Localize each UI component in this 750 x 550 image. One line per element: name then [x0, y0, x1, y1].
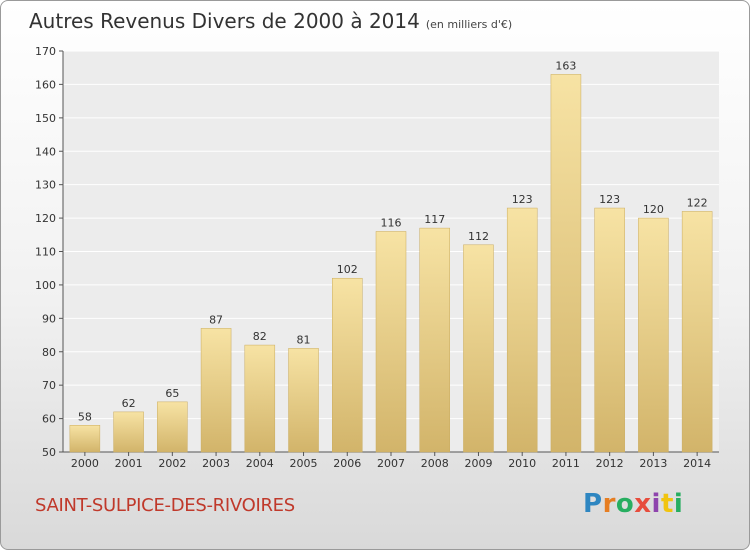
logo-letter: P — [583, 489, 603, 519]
y-tick-label: 130 — [35, 179, 56, 192]
bar-value-label: 122 — [687, 196, 708, 209]
y-tick-label: 50 — [42, 446, 56, 459]
bar — [244, 344, 276, 453]
y-tick-label: 150 — [35, 112, 56, 125]
x-tick-label: 2007 — [377, 457, 405, 470]
x-tick-label: 2004 — [246, 457, 274, 470]
bar — [375, 231, 407, 453]
x-tick-label: 2005 — [290, 457, 318, 470]
bar-value-label: 81 — [297, 333, 311, 346]
logo-letter: i — [673, 489, 684, 519]
x-tick-label: 2003 — [202, 457, 230, 470]
bar — [113, 411, 144, 453]
bar — [419, 227, 450, 453]
bar-value-label: 87 — [209, 313, 223, 326]
y-tick-label: 170 — [35, 45, 56, 58]
x-tick-label: 2011 — [552, 457, 580, 470]
bar-value-label: 112 — [468, 230, 489, 243]
y-tick-label: 100 — [35, 279, 56, 292]
bar — [157, 401, 188, 453]
chart-title-text: Autres Revenus Divers de 2000 à 2014 — [29, 9, 420, 33]
bar-value-label: 123 — [599, 193, 620, 206]
commune-name: SAINT-SULPICE-DES-RIVOIRES — [35, 495, 295, 516]
bar — [69, 425, 101, 453]
bar — [332, 277, 363, 453]
y-tick-label: 110 — [35, 246, 56, 259]
y-tick-label: 80 — [42, 346, 56, 359]
x-tick-label: 2000 — [71, 457, 99, 470]
bar-value-label: 62 — [122, 397, 136, 410]
bar-value-label: 65 — [165, 387, 179, 400]
bar — [288, 348, 319, 453]
x-tick-label: 2009 — [464, 457, 492, 470]
x-tick-label: 2010 — [508, 457, 536, 470]
bar — [200, 328, 232, 453]
bar — [638, 217, 669, 453]
x-tick-label: 2006 — [333, 457, 361, 470]
proxiti-logo: Proxiti — [583, 489, 683, 519]
logo-letter: r — [602, 489, 616, 519]
logo-letter: t — [660, 489, 674, 519]
x-tick-label: 2002 — [158, 457, 186, 470]
chart-title: Autres Revenus Divers de 2000 à 2014 (en … — [29, 9, 512, 33]
bar-value-label: 102 — [337, 263, 358, 276]
x-tick-label: 2013 — [639, 457, 667, 470]
bar — [594, 207, 625, 453]
x-tick-label: 2014 — [683, 457, 711, 470]
bar-value-label: 117 — [424, 213, 445, 226]
bar-value-label: 120 — [643, 203, 664, 216]
bar-value-label: 163 — [555, 59, 576, 72]
x-tick-label: 2012 — [596, 457, 624, 470]
y-tick-label: 120 — [35, 212, 56, 225]
bar — [506, 207, 538, 453]
bar — [550, 74, 582, 453]
bar-value-label: 82 — [253, 330, 267, 343]
y-tick-label: 140 — [35, 145, 56, 158]
chart-unit: (en milliers d'€) — [425, 18, 513, 31]
x-tick-label: 2008 — [421, 457, 449, 470]
bar-value-label: 116 — [381, 216, 402, 229]
y-tick-label: 160 — [35, 78, 56, 91]
logo-letter: i — [651, 489, 661, 519]
logo-letter: o — [615, 489, 635, 519]
bar — [681, 211, 713, 453]
y-tick-label: 90 — [42, 312, 56, 325]
x-tick-label: 2001 — [115, 457, 143, 470]
logo-letter: x — [634, 489, 652, 519]
bar-value-label: 123 — [512, 193, 533, 206]
bar — [463, 244, 494, 453]
y-tick-label: 60 — [42, 413, 56, 426]
bar-value-label: 58 — [78, 410, 92, 423]
y-tick-label: 70 — [42, 379, 56, 392]
